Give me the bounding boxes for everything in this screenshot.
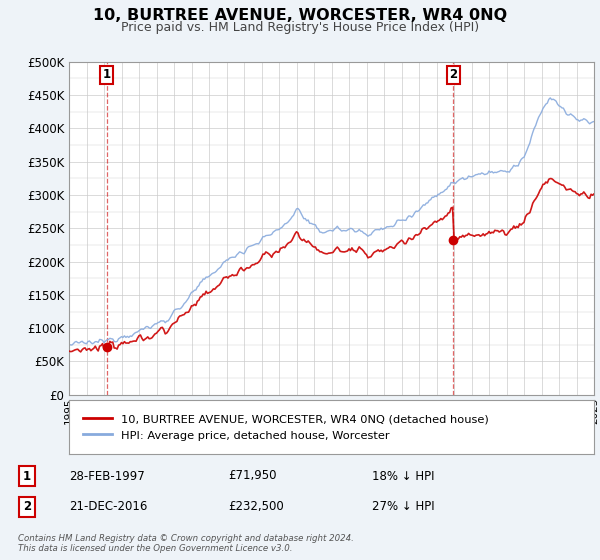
Text: Price paid vs. HM Land Registry's House Price Index (HPI): Price paid vs. HM Land Registry's House …	[121, 21, 479, 34]
Text: 2: 2	[449, 68, 458, 81]
Text: 27% ↓ HPI: 27% ↓ HPI	[372, 500, 434, 514]
Text: 10, BURTREE AVENUE, WORCESTER, WR4 0NQ: 10, BURTREE AVENUE, WORCESTER, WR4 0NQ	[93, 8, 507, 24]
Text: 28-FEB-1997: 28-FEB-1997	[69, 469, 145, 483]
Text: £71,950: £71,950	[228, 469, 277, 483]
Text: 1: 1	[23, 469, 31, 483]
Text: Contains HM Land Registry data © Crown copyright and database right 2024.
This d: Contains HM Land Registry data © Crown c…	[18, 534, 354, 553]
Text: £232,500: £232,500	[228, 500, 284, 514]
Text: 18% ↓ HPI: 18% ↓ HPI	[372, 469, 434, 483]
Text: 2: 2	[23, 500, 31, 514]
Text: 1: 1	[103, 68, 110, 81]
Legend: 10, BURTREE AVENUE, WORCESTER, WR4 0NQ (detached house), HPI: Average price, det: 10, BURTREE AVENUE, WORCESTER, WR4 0NQ (…	[80, 410, 492, 444]
Text: 21-DEC-2016: 21-DEC-2016	[69, 500, 148, 514]
